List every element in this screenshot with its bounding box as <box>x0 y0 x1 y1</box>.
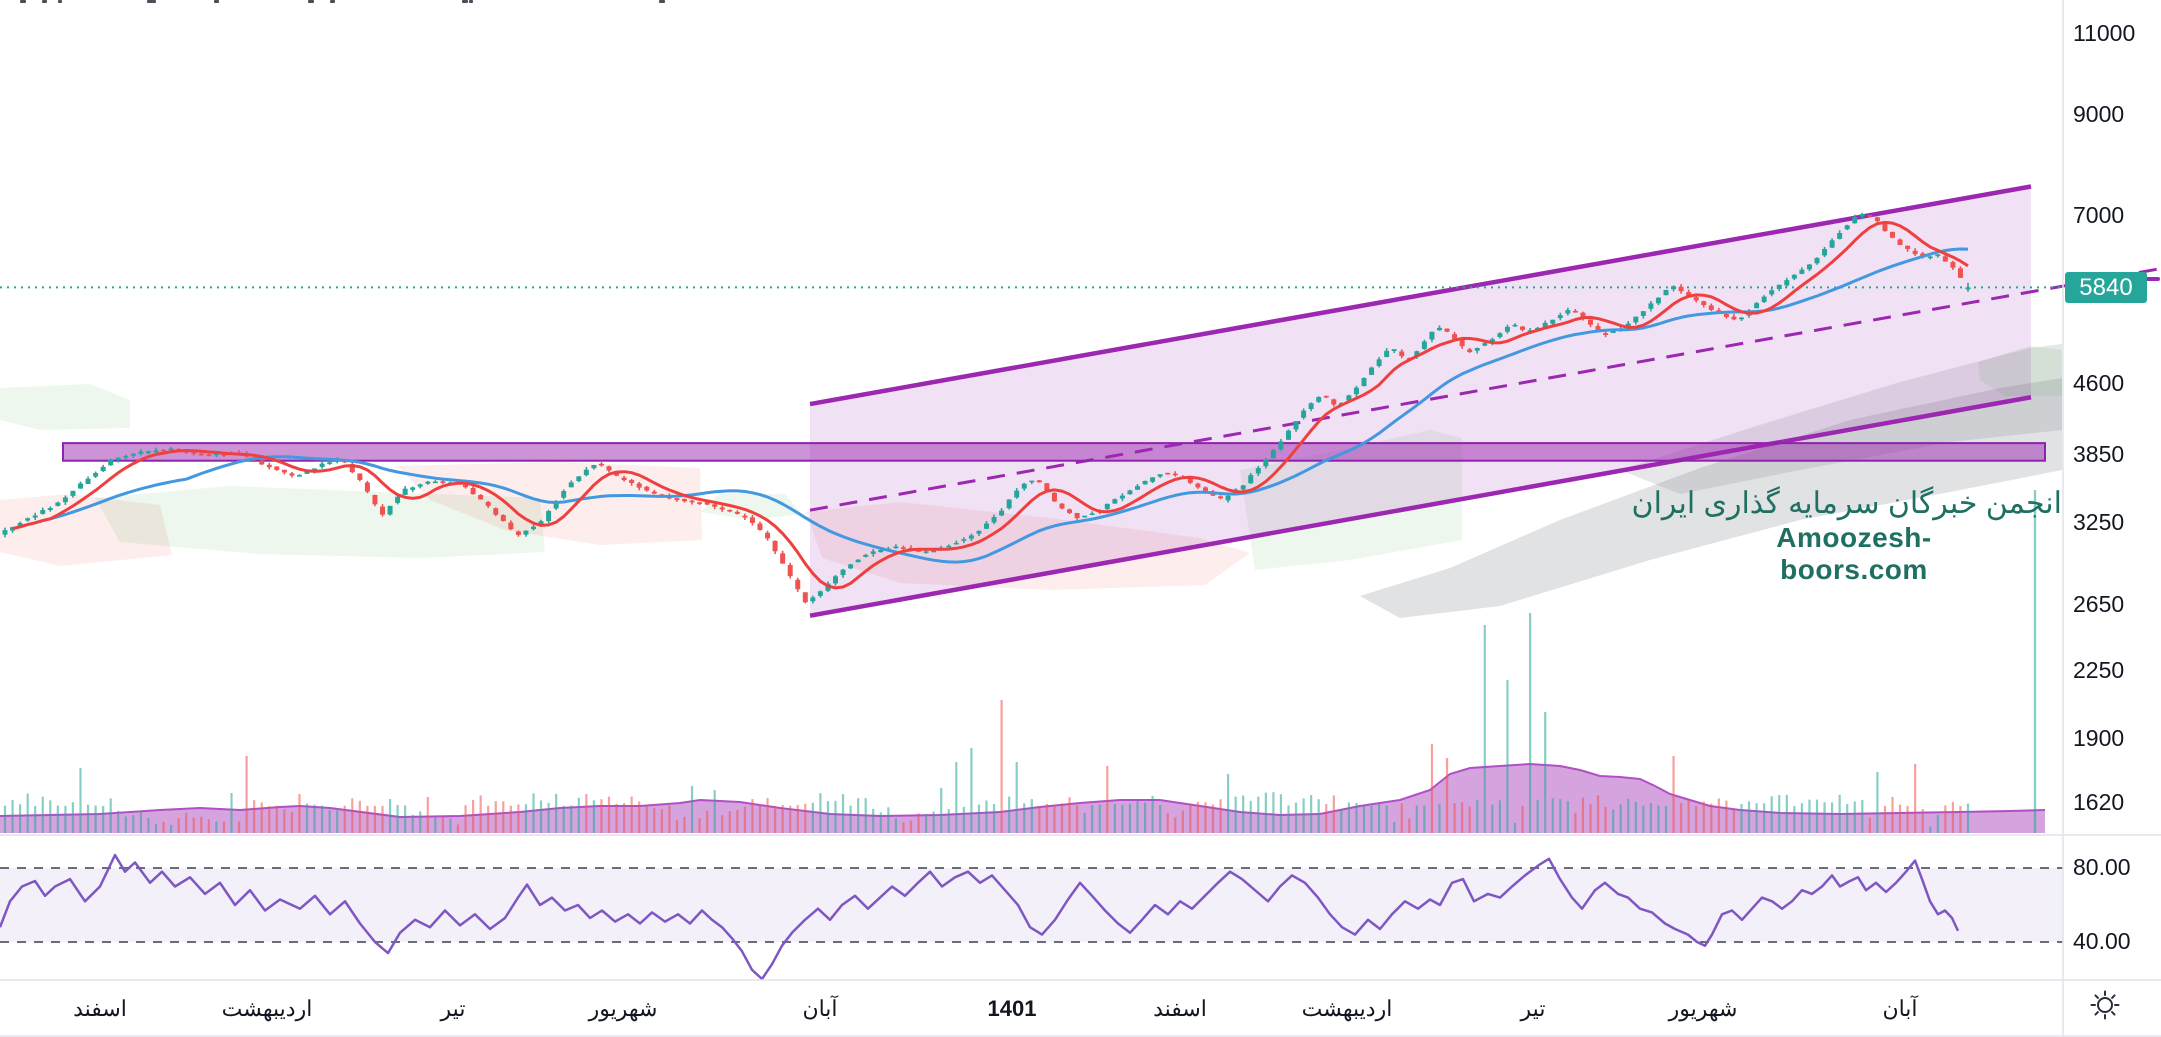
trend-channel-upper-line[interactable] <box>809 184 2032 407</box>
trend-channel-median-line[interactable] <box>809 267 2161 512</box>
cloud-area <box>806 502 1250 590</box>
channel-median-line-end <box>2134 277 2160 281</box>
cloud-area <box>1360 378 2062 618</box>
price-axis-tick: 9000 <box>2073 100 2125 127</box>
time-axis-month-label: شهریور <box>1668 996 1738 1021</box>
rsi-lower-band-label: 40.00 <box>2073 928 2131 954</box>
resistance-zone-band[interactable] <box>62 442 2046 462</box>
price-axis-tick: 11000 <box>2073 20 2136 47</box>
clipped-toolbar-text-fragment <box>469 0 473 3</box>
clipped-toolbar-text-fragment <box>147 0 153 3</box>
time-axis-month-label: شهریور <box>588 996 658 1021</box>
time-axis-month-label: آبان <box>1882 996 1918 1021</box>
time-axis-month-label: تیر <box>440 996 466 1021</box>
clipped-toolbar-text-fragment <box>214 0 219 3</box>
clipped-toolbar-text-fragment <box>20 0 26 3</box>
watermark-persian-text: انجمن خبرگان سرمایه گذاری ایران <box>1631 487 2062 520</box>
time-axis-year-label: 1401 <box>987 996 1037 1021</box>
cloud-area <box>95 486 545 558</box>
rsi-line <box>0 853 1960 981</box>
time-axis-month-label: اردیبهشت <box>1301 996 1393 1021</box>
price-axis-tick: 7000 <box>2073 201 2125 228</box>
watermark-url-text: Amoozesh-boors.com <box>1776 522 1932 585</box>
clipped-toolbar-text-fragment <box>659 0 665 3</box>
rsi-band-fill <box>0 868 2063 942</box>
theme-toggle-button[interactable] <box>2088 988 2136 1030</box>
time-axis[interactable] <box>0 982 2063 1037</box>
clipped-toolbar-text-fragment <box>462 0 468 3</box>
trend-channel-lower-line[interactable] <box>809 395 2032 618</box>
price-axis-tick: 4600 <box>2073 370 2125 397</box>
price-axis-tick: 3250 <box>2073 509 2125 536</box>
clipped-toolbar-text-fragment <box>58 0 62 3</box>
volume-ma-line <box>0 762 2046 819</box>
price-axis-tick: 1620 <box>2073 788 2125 815</box>
volume-bars <box>3 490 2037 833</box>
time-axis-month-label: اردیبهشت <box>221 996 313 1021</box>
price-axis-tick: 2250 <box>2073 656 2125 683</box>
rsi-upper-band-label: 80.00 <box>2073 854 2131 880</box>
clipped-toolbar-text-fragment <box>152 0 156 3</box>
last-price-badge: 5840 <box>2065 272 2147 303</box>
time-axis-month-label: تیر <box>1520 996 1546 1021</box>
candlestick-series <box>2 214 1971 603</box>
cloud-area <box>1240 430 1462 570</box>
price-axis-tick: 1900 <box>2073 724 2125 751</box>
clipped-toolbar-text-fragment <box>42 0 47 3</box>
cloud-area <box>0 384 130 430</box>
price-axis-tick: 2650 <box>2073 591 2125 618</box>
time-axis-month-label: اسفند <box>73 996 127 1021</box>
clipped-toolbar-text-fragment <box>308 0 314 3</box>
price-axis[interactable] <box>2063 0 2161 982</box>
sun-icon <box>2090 990 2120 1020</box>
ma-fast-line <box>12 220 1969 590</box>
clipped-toolbar-text-fragment <box>330 0 335 3</box>
ma-slow-line <box>12 247 1969 564</box>
time-axis-month-label: آبان <box>802 996 838 1021</box>
price-axis-tick: 3850 <box>2073 441 2125 468</box>
time-axis-month-label: اسفند <box>1153 996 1207 1021</box>
cloud-area <box>1978 346 2062 396</box>
